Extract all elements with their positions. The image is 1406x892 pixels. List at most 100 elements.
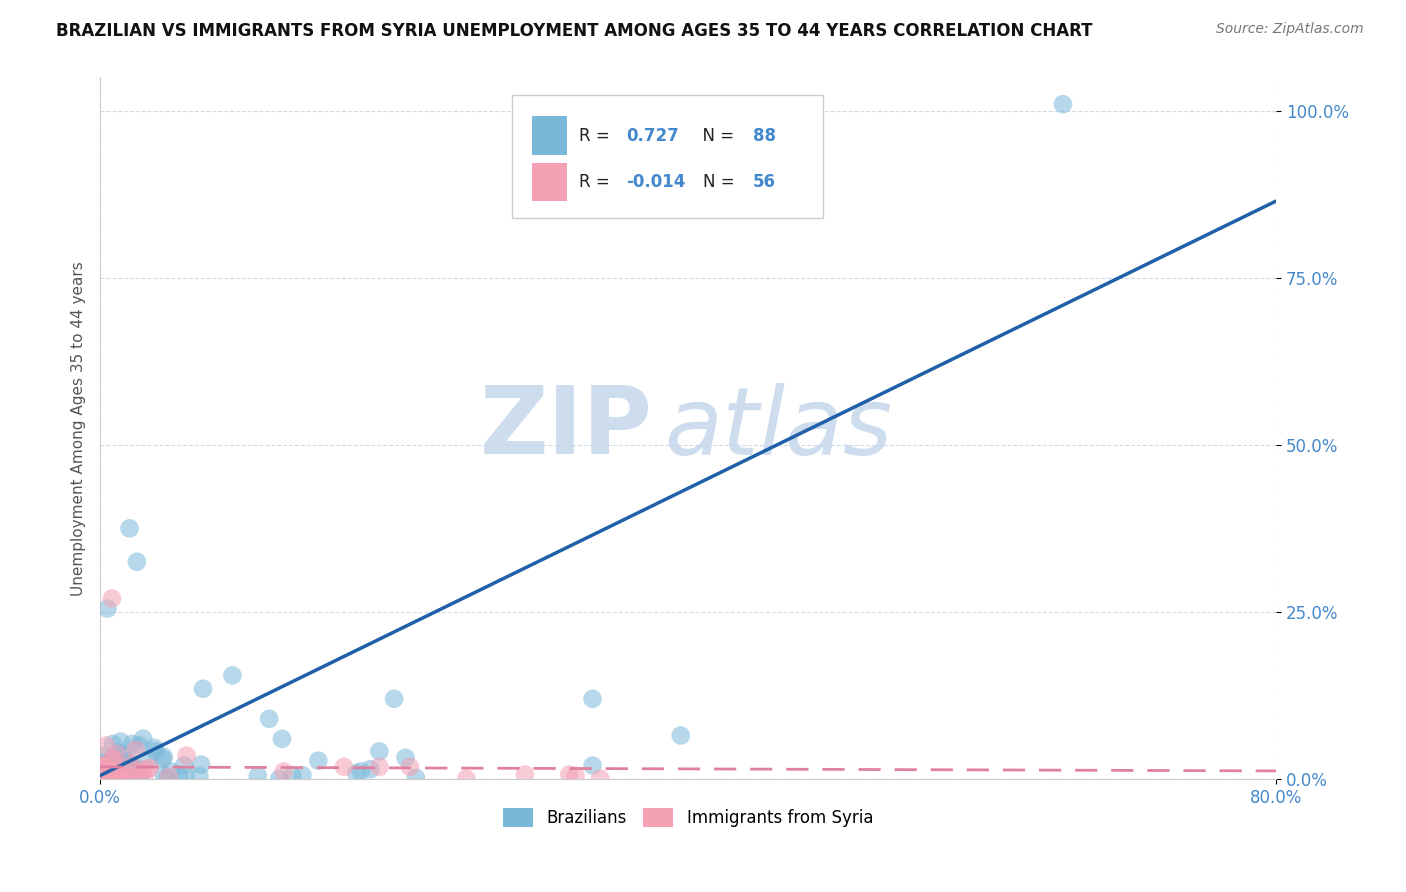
Point <box>122 763 145 777</box>
Point <box>152 767 174 781</box>
Point <box>96 763 118 777</box>
Point <box>291 768 314 782</box>
Point <box>117 756 139 771</box>
Point <box>115 755 138 769</box>
Point <box>125 767 148 781</box>
Text: N =: N = <box>692 127 740 145</box>
FancyBboxPatch shape <box>512 95 824 218</box>
Point <box>513 767 536 781</box>
Point <box>188 769 211 783</box>
Point <box>669 729 692 743</box>
Point <box>112 771 135 785</box>
Point <box>156 772 179 786</box>
Point <box>271 731 294 746</box>
Point <box>94 772 117 786</box>
Point <box>350 764 373 779</box>
Point <box>136 752 159 766</box>
Point <box>110 734 132 748</box>
Point <box>143 740 166 755</box>
Point <box>91 763 114 777</box>
Point <box>91 764 114 779</box>
Point <box>90 760 112 774</box>
Point <box>100 764 122 778</box>
Point <box>94 770 117 784</box>
Point <box>90 766 112 780</box>
Point <box>257 712 280 726</box>
Point <box>125 761 148 775</box>
Point <box>97 770 120 784</box>
Point <box>91 772 114 786</box>
Point <box>97 768 120 782</box>
Point <box>221 668 243 682</box>
Point <box>190 757 212 772</box>
Point <box>105 747 128 761</box>
Point <box>333 760 356 774</box>
Point <box>115 771 138 785</box>
Point <box>152 752 174 766</box>
Point <box>101 754 124 768</box>
Point <box>160 764 183 779</box>
Point <box>96 767 118 781</box>
Text: 88: 88 <box>752 127 776 145</box>
Point <box>125 555 148 569</box>
Point <box>91 771 114 785</box>
Point <box>97 764 120 778</box>
Point <box>129 771 152 785</box>
Point <box>157 770 180 784</box>
Point <box>105 759 128 773</box>
Point <box>1052 97 1074 112</box>
Point <box>96 761 118 775</box>
Legend: Brazilians, Immigrants from Syria: Brazilians, Immigrants from Syria <box>496 801 880 834</box>
Point <box>145 744 167 758</box>
Point <box>132 764 155 778</box>
Point <box>104 751 127 765</box>
Point <box>100 764 122 778</box>
Point <box>118 754 141 768</box>
Point <box>93 758 115 772</box>
Point <box>94 764 117 779</box>
Point <box>125 764 148 779</box>
Point <box>173 758 195 772</box>
Point <box>98 772 121 786</box>
Point <box>101 754 124 768</box>
Point <box>105 767 128 781</box>
Point <box>394 750 416 764</box>
Bar <box>531 116 567 155</box>
Point <box>344 766 367 780</box>
Point <box>101 737 124 751</box>
Text: BRAZILIAN VS IMMIGRANTS FROM SYRIA UNEMPLOYMENT AMONG AGES 35 TO 44 YEARS CORREL: BRAZILIAN VS IMMIGRANTS FROM SYRIA UNEMP… <box>56 22 1092 40</box>
Point <box>139 761 162 775</box>
Point <box>104 757 127 772</box>
Point <box>96 601 118 615</box>
Point <box>93 770 115 784</box>
Point <box>98 764 121 779</box>
Point <box>176 748 198 763</box>
Point <box>108 772 131 786</box>
Point <box>110 767 132 781</box>
Point <box>89 769 111 783</box>
Point <box>104 756 127 771</box>
Point <box>100 753 122 767</box>
Point <box>101 770 124 784</box>
Point <box>105 746 128 760</box>
Point <box>456 772 478 786</box>
Point <box>360 762 382 776</box>
Point <box>98 764 121 778</box>
Point <box>368 760 391 774</box>
Point <box>110 768 132 782</box>
Point <box>405 771 427 785</box>
Point <box>103 765 125 780</box>
Point <box>273 764 295 779</box>
Text: -0.014: -0.014 <box>626 173 685 191</box>
Point <box>269 772 291 786</box>
Point <box>98 764 121 779</box>
Point <box>191 681 214 696</box>
Point <box>96 767 118 781</box>
Point <box>90 756 112 770</box>
Point <box>107 758 129 772</box>
Point <box>91 764 114 779</box>
Point <box>132 731 155 746</box>
Point <box>90 749 112 764</box>
Point <box>104 772 127 786</box>
Point <box>120 757 142 772</box>
